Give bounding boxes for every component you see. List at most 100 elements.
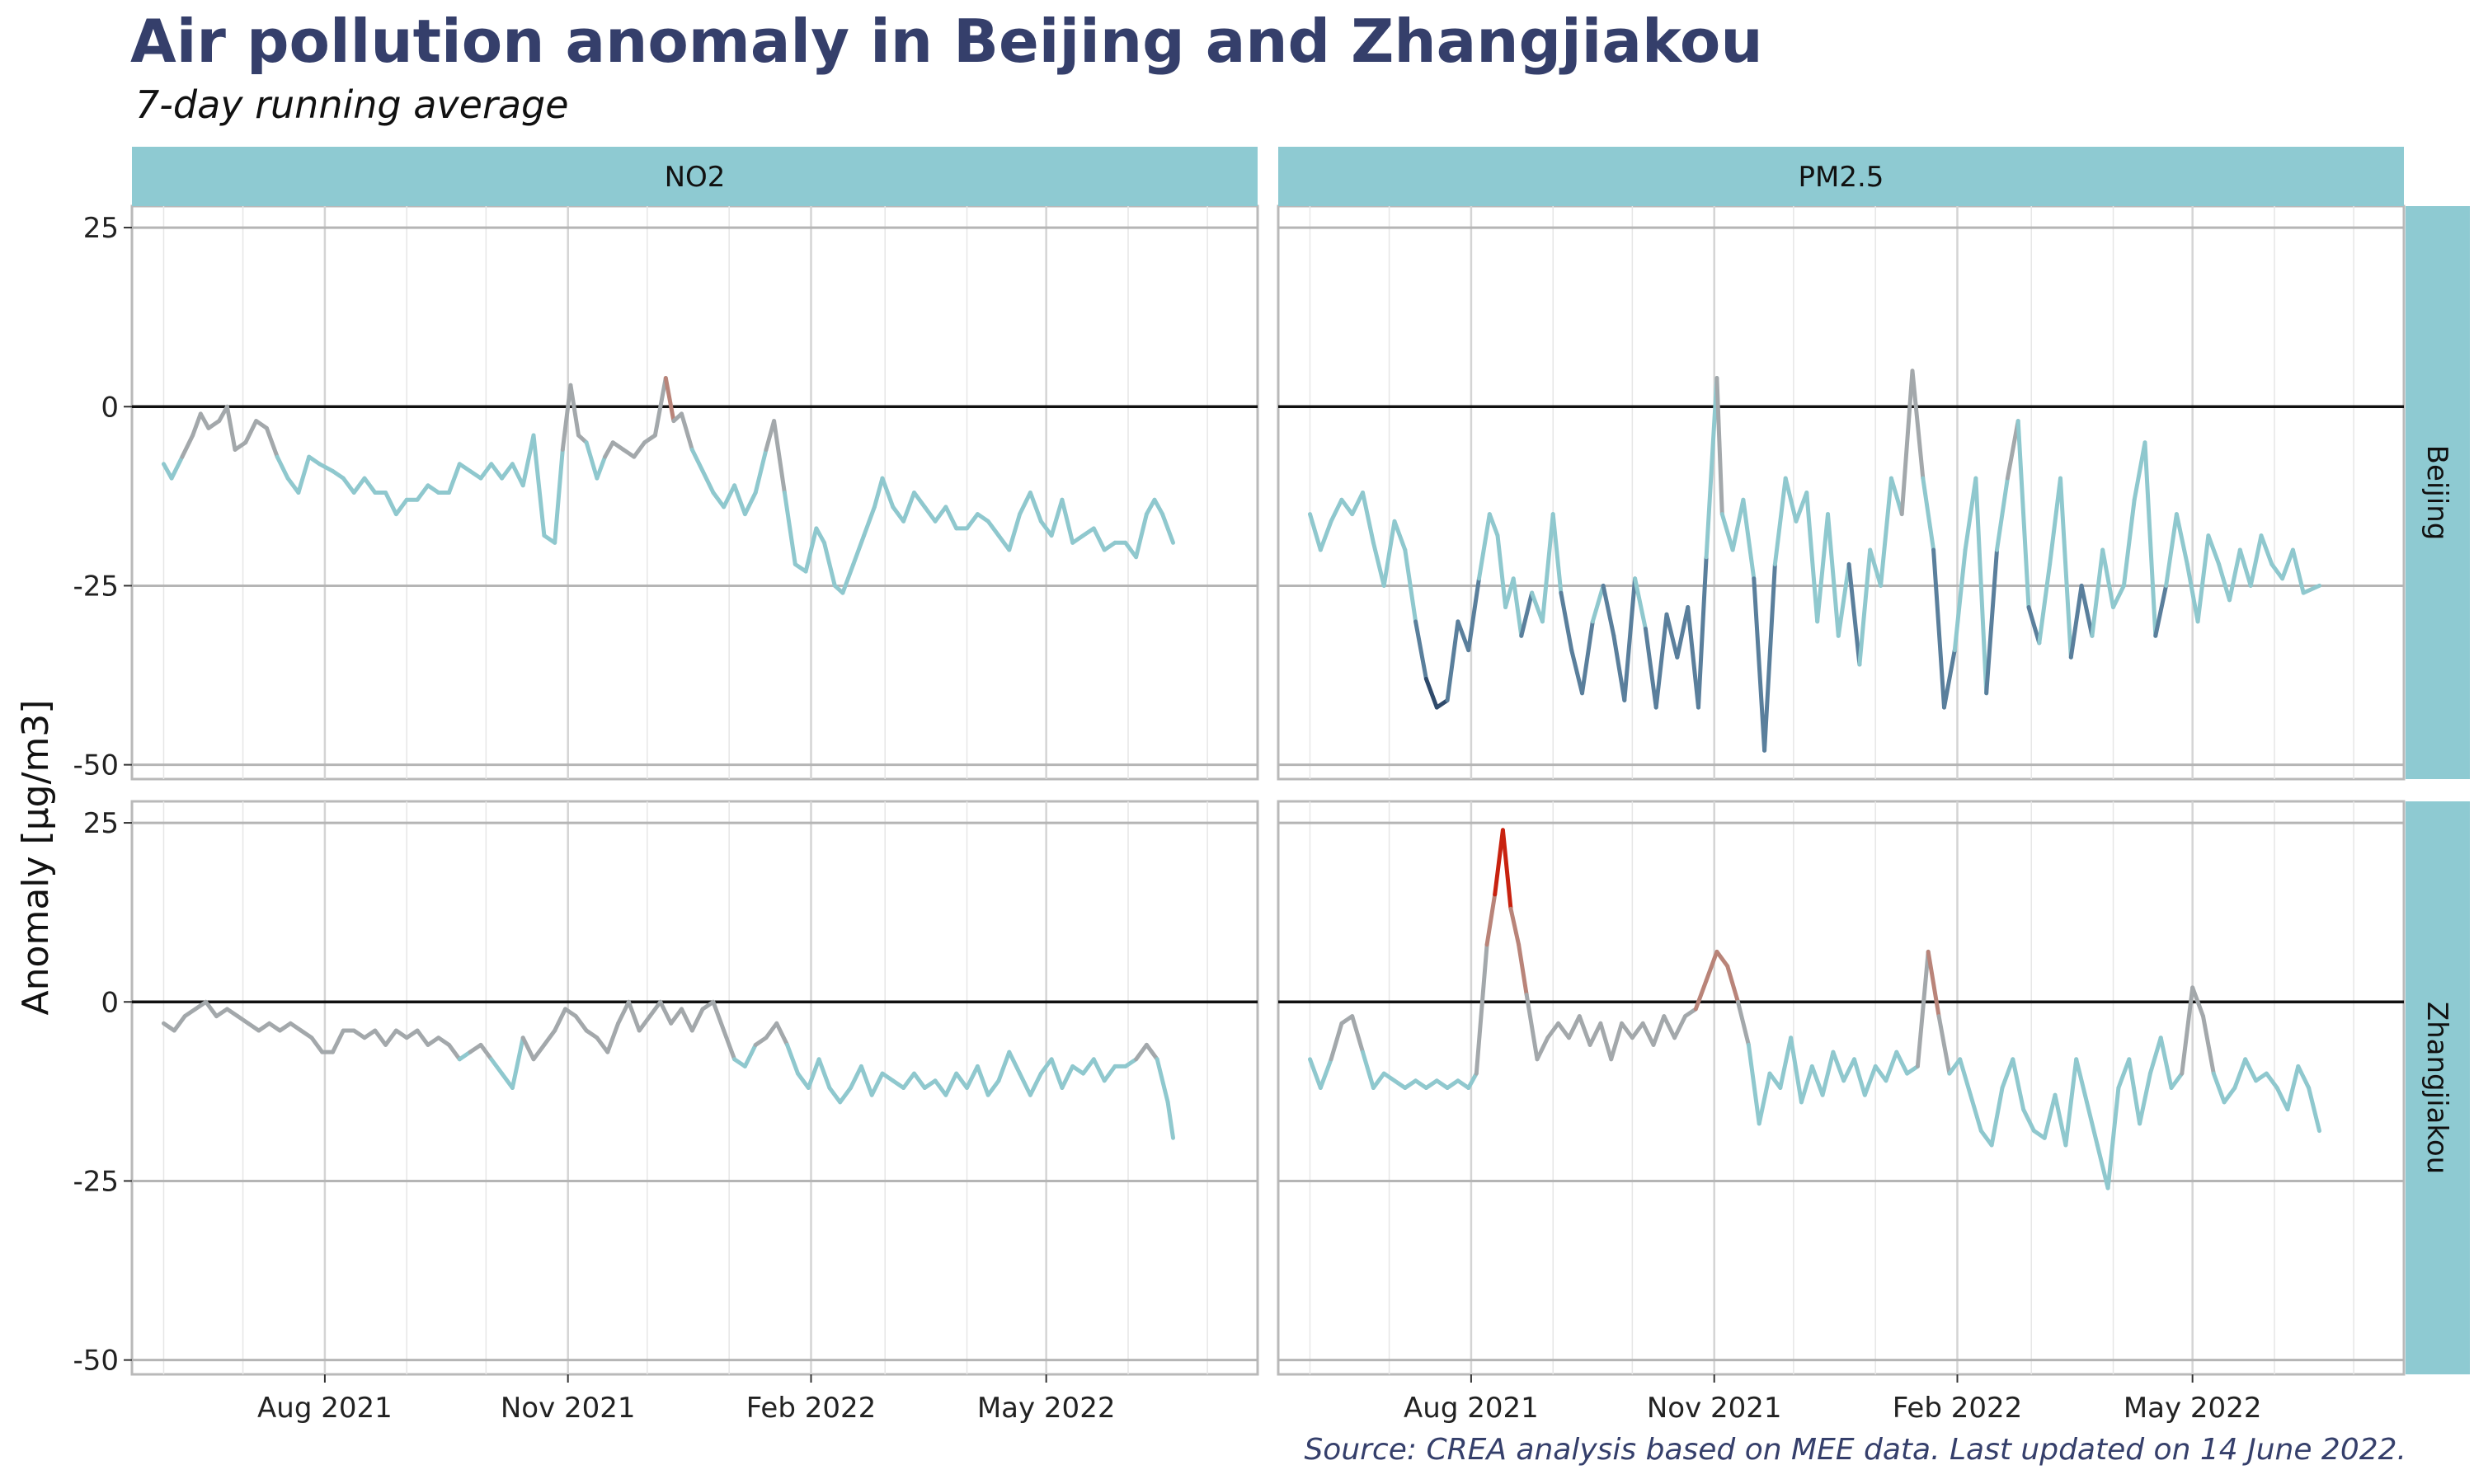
x-tick-label: Feb 2022 [1893,1392,2023,1425]
series-segment [1696,555,1709,710]
series-segment [1620,1021,1634,1040]
column-strip [1278,147,2404,206]
series-segment [1888,476,1904,517]
series-segment [224,404,238,452]
series-segment [235,1014,251,1026]
series-segment [1789,1036,1804,1105]
series-segment [1350,1014,1365,1054]
series-segment [1081,526,1096,538]
series-segment [943,1071,959,1097]
series-segment [1007,512,1023,552]
series-segment [426,483,441,495]
series-segment [700,468,716,495]
series-segment [520,433,536,488]
series-segment [1466,576,1481,653]
series-segment [1134,1042,1149,1062]
series-segment [2190,985,2205,1019]
series-segment [1081,1057,1096,1076]
series-segment [722,1028,737,1062]
series-segment [198,411,211,430]
series-segment [1884,1050,1899,1083]
series-segment [1524,993,1540,1062]
series-segment [2085,1100,2100,1148]
series-segment [2274,1086,2290,1112]
series-segment [162,1021,176,1033]
series-segment [774,1021,790,1047]
series-segment [1958,1057,1973,1097]
series-segment [2174,512,2189,566]
series-segment [2195,533,2211,624]
series-segment [637,1014,652,1033]
series-segment [447,462,462,495]
series-segment [1963,476,1978,552]
series-segment [816,1057,832,1090]
series-segment [2222,1086,2237,1105]
series-segment [2211,1071,2227,1105]
series-segment [169,454,185,481]
series-segment [1038,519,1054,538]
series-segment [1609,1021,1624,1062]
series-segment [351,1028,367,1040]
series-segment [1826,512,1841,638]
series-segment [1517,942,1529,998]
y-tick-label: -50 [73,749,119,782]
series-segment [2127,1057,2142,1126]
chart-title: Air pollution anomaly in Beijing and Zha… [130,7,1763,76]
series-segment [1484,892,1498,947]
series-segment [1868,547,1884,588]
series-segment [782,491,797,566]
series-segment [626,999,642,1033]
series-segment [1772,476,1788,566]
series-segment [362,1028,378,1040]
series-segment [277,1021,293,1033]
series-segment [415,483,430,502]
series-segment [1767,1071,1783,1090]
series-segment [275,454,290,481]
series-segment [1686,605,1700,710]
series-segment [1809,1064,1825,1097]
panel-frame [130,204,1259,781]
series-segment [500,462,515,481]
series-segment [2058,476,2073,660]
series-segment [2206,533,2222,566]
series-segment [2037,561,2053,646]
series-segment [2280,547,2295,581]
series-segment [478,462,494,481]
series-segment [680,1007,694,1033]
series-segment [190,411,203,438]
series-segment [796,1071,811,1090]
series-segment [610,440,626,452]
series-segment [1672,1014,1687,1040]
series-segment [2290,547,2306,595]
series-segment [1714,376,1724,517]
series-segment [1350,491,1365,517]
series-segment [891,1078,906,1090]
series-segment [603,440,615,459]
series-segment [838,1086,853,1105]
series-segment [331,468,346,481]
series-segment [1049,497,1065,538]
series-segment [1371,1071,1386,1090]
series-segment [616,999,631,1026]
series-segment [2021,1107,2036,1134]
series-segment [2011,1057,2026,1112]
axes-layer: 25 0 -25 -50 25 0 -25 -50 Aug 2021 Nov 2021 Feb 20… [73,212,2261,1425]
series-segment [1102,1064,1117,1083]
series-segment [415,1028,430,1047]
series-segment [246,1021,261,1033]
series-segment [1675,605,1691,660]
series-segment [1144,497,1157,517]
series-segment [1952,547,1968,653]
y-tick-label: -25 [73,1165,119,1198]
series-segment [2201,1014,2216,1076]
series-segment [1804,491,1820,624]
series-segment [1852,1057,1867,1097]
series-segment [943,505,959,531]
series-segment [1123,1057,1139,1068]
series-segment [2158,1036,2174,1090]
series-segment [531,1042,547,1062]
y-tick-label: -50 [73,1345,119,1378]
y-tick-label: -25 [73,570,119,603]
series-segment [267,1021,282,1033]
